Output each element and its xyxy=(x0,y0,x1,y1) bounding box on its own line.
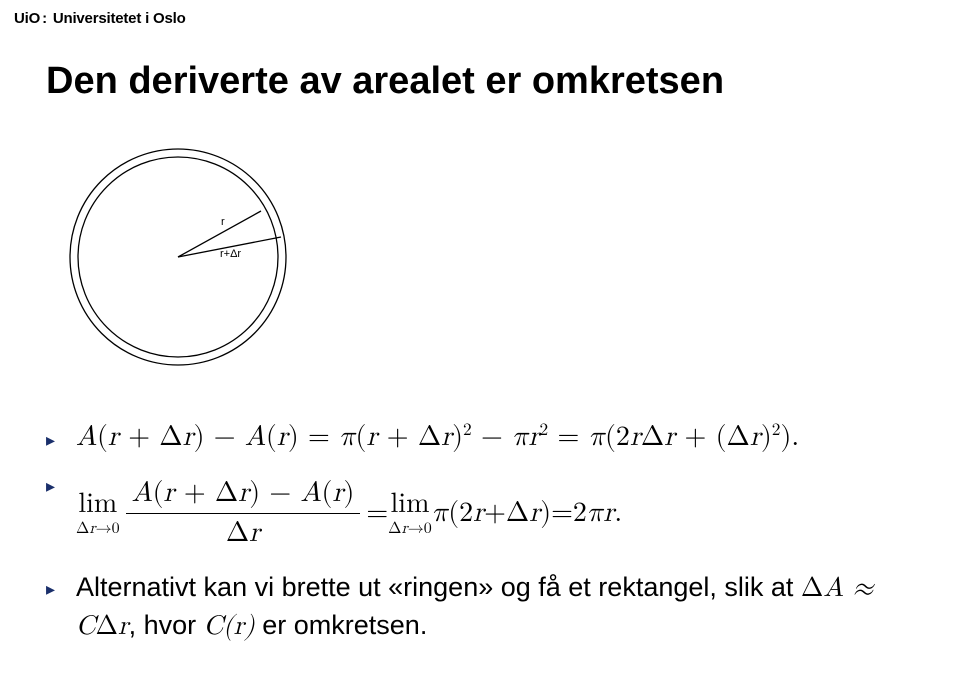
bullet-list: ▸ A(r + Δr) − A(r) = π(r + Δr)2 − πr2 = … xyxy=(46,420,920,654)
bullet-3: ▸ Alternativt kan vi brette ut «ringen» … xyxy=(46,569,920,646)
alt-explanation: Alternativt kan vi brette ut «ringen» og… xyxy=(76,569,920,646)
slide: UiO: Universitetet i Oslo Den deriverte … xyxy=(0,0,960,696)
slide-title: Den deriverte av arealet er omkretsen xyxy=(46,60,724,103)
bullet-marker: ▸ xyxy=(46,420,76,458)
equation-area-expansion: A(r + Δr) − A(r) = π(r + Δr)2 − πr2 = π(… xyxy=(76,420,799,455)
circle-svg: r r+Δr xyxy=(66,145,296,375)
limit-right: lim Δr→0 xyxy=(388,490,432,537)
difference-quotient: A(r + Δr) − A(r) Δr xyxy=(126,476,361,551)
svg-text:r: r xyxy=(221,216,225,228)
logo-university-name: Universitetet i Oslo xyxy=(53,10,186,27)
svg-text:r+Δr: r+Δr xyxy=(220,248,241,260)
uio-logo: UiO: Universitetet i Oslo xyxy=(14,10,186,27)
bullet-marker: ▸ xyxy=(46,466,76,504)
logo-uio-text: UiO xyxy=(14,10,40,27)
bullet-marker: ▸ xyxy=(46,569,76,607)
equation-limit: lim Δr→0 A(r + Δr) − A(r) Δr = lim Δr→0 … xyxy=(76,466,622,561)
bullet-2: ▸ lim Δr→0 A(r + Δr) − A(r) Δr = lim Δr→… xyxy=(46,466,920,561)
logo-separator: : xyxy=(40,10,49,27)
circle-figure: r r+Δr xyxy=(66,145,296,380)
limit-left: lim Δr→0 xyxy=(76,490,120,537)
bullet-1: ▸ A(r + Δr) − A(r) = π(r + Δr)2 − πr2 = … xyxy=(46,420,920,458)
